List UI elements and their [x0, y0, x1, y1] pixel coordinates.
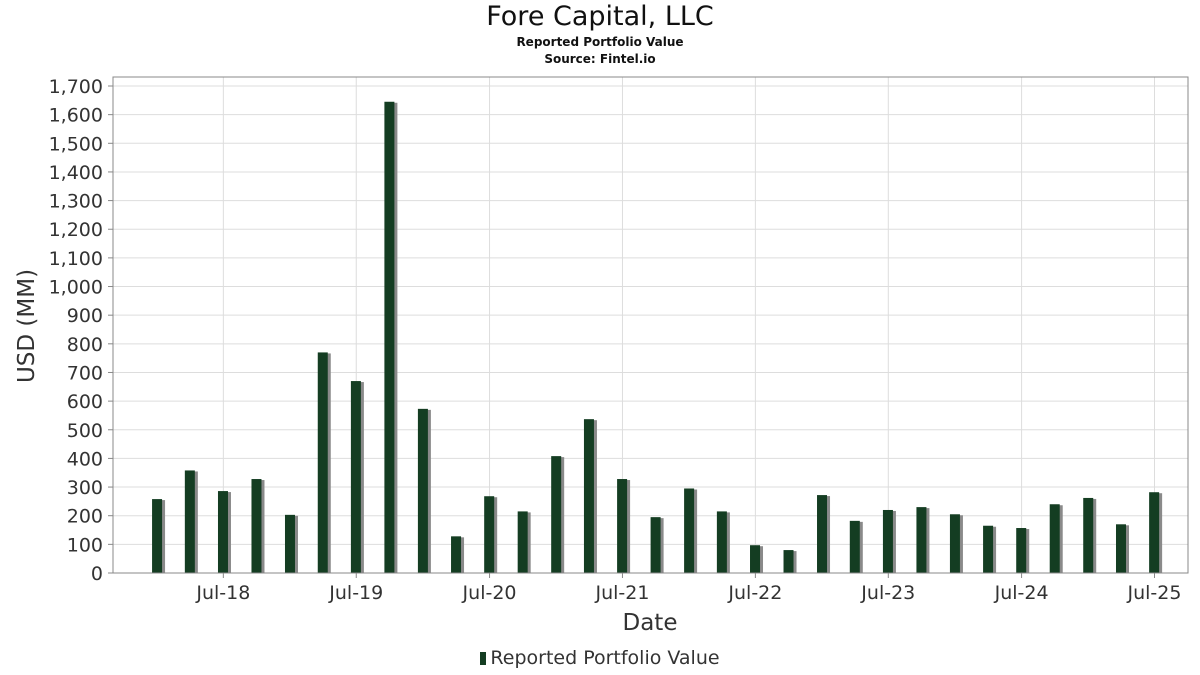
bar: [251, 479, 262, 573]
bar: [916, 507, 927, 573]
x-tick-label: Jul-22: [727, 582, 782, 604]
y-tick-label: 1,500: [49, 133, 103, 155]
x-tick-label: Jul-18: [195, 582, 250, 604]
x-tick-label: Jul-20: [462, 582, 517, 604]
bar: [1149, 492, 1160, 573]
y-tick-label: 1,400: [49, 162, 103, 184]
y-tick-label: 1,100: [49, 248, 103, 270]
bar: [949, 514, 960, 573]
bar: [484, 496, 495, 573]
bar: [152, 499, 163, 573]
bar: [551, 456, 562, 573]
bar: [882, 509, 893, 573]
plot-frame: [112, 76, 1189, 574]
y-tick-label: 800: [67, 334, 103, 356]
bar: [384, 101, 395, 573]
y-tick-label: 500: [67, 420, 103, 442]
bar: [184, 470, 195, 573]
bar: [1049, 504, 1060, 573]
y-tick-label: 1,200: [49, 219, 103, 241]
y-tick-label: 1,700: [49, 76, 103, 98]
bar: [350, 381, 361, 573]
x-tick-label: Jul-24: [994, 582, 1049, 604]
bar: [849, 520, 860, 573]
legend-label: Reported Portfolio Value: [490, 647, 720, 669]
bar: [817, 495, 828, 573]
bar: [716, 511, 727, 573]
bar-series: [152, 101, 1163, 573]
bar: [317, 352, 328, 573]
bar: [650, 517, 661, 573]
bar: [284, 514, 295, 573]
y-axis-label: USD (MM): [14, 269, 40, 383]
y-axis-ticks: 0 100 200 300 400 500 600 700 800 900 1,000 1,100 1,…: [49, 76, 113, 585]
bar: [617, 479, 628, 573]
grid-lines: [113, 77, 1188, 574]
bar: [1016, 528, 1027, 573]
y-tick-label: 300: [67, 477, 103, 499]
y-tick-label: 700: [67, 362, 103, 384]
bar: [750, 545, 761, 573]
y-tick-label: 1,000: [49, 277, 103, 299]
y-tick-label: 200: [67, 506, 103, 528]
bar: [1115, 524, 1126, 573]
chart-title: Fore Capital, LLC: [486, 1, 714, 32]
y-tick-label: 600: [67, 391, 103, 413]
bar: [684, 488, 695, 573]
chart-source: Source: Fintel.io: [544, 52, 656, 66]
x-axis-ticks: Jul-18 Jul-19 Jul-20 Jul-21 Jul-22 Jul-23 Jul-…: [195, 573, 1181, 604]
x-tick-label: Jul-21: [594, 582, 649, 604]
bar: [583, 419, 594, 573]
bar: [783, 550, 794, 573]
chart-subtitle: Reported Portfolio Value: [516, 35, 684, 49]
bar: [1083, 497, 1094, 573]
bar: [217, 491, 228, 573]
y-tick-label: 1,600: [49, 105, 103, 127]
x-axis-label: Date: [623, 610, 678, 636]
bar: [983, 525, 994, 573]
x-tick-label: Jul-19: [328, 582, 383, 604]
bar: [451, 536, 462, 573]
y-tick-label: 400: [67, 448, 103, 470]
x-tick-label: Jul-25: [1127, 582, 1182, 604]
legend-swatch: [480, 652, 487, 665]
y-tick-label: 100: [67, 534, 103, 556]
legend: Reported Portfolio Value: [0, 647, 1200, 669]
x-tick-label: Jul-23: [860, 582, 915, 604]
bar: [417, 408, 428, 573]
y-tick-label: 0: [91, 563, 103, 585]
y-tick-label: 900: [67, 305, 103, 327]
bar: [517, 511, 528, 573]
y-tick-label: 1,300: [49, 191, 103, 213]
